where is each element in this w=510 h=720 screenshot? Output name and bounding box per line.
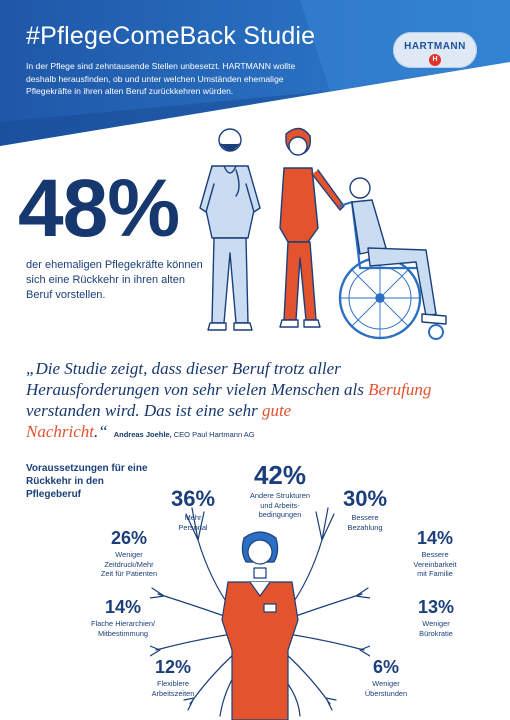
- caregivers-illustration: [199, 127, 447, 340]
- stat-family-compatibility: 14% Bessere Vereinbarkeit mit Familie: [400, 529, 470, 579]
- quote-author: Andreas Joehle, CEO Paul Hartmann AG: [114, 430, 255, 439]
- quote-part2: verstanden wird. Das ist eine sehr: [26, 401, 262, 420]
- stat-more-staff: 36% Mehr Personal: [158, 488, 228, 532]
- quote-highlight-calling: Berufung: [368, 380, 432, 399]
- logo-mark: H: [429, 54, 441, 66]
- multi-armed-nurse-illustration: [150, 507, 370, 720]
- stat-flat-hierarchies: 14% Flache Hierarchien/ Mitbestimmung: [78, 598, 168, 638]
- quote-author-name: Andreas Joehle,: [113, 430, 172, 439]
- female-caregiver-figure: [279, 127, 345, 328]
- stat-label: Weniger Zeitdruck/Mehr Zeit für Patiente…: [100, 550, 158, 578]
- stat-other-structures: 42% Andere Strukturen und Arbeits- bedin…: [225, 462, 335, 520]
- stat-percent: 14%: [416, 528, 454, 548]
- stat-less-overtime: 6% Weniger Überstunden: [354, 658, 418, 698]
- stat-label: Bessere Vereinbarkeit mit Familie: [413, 550, 457, 578]
- stat-less-bureaucracy: 13% Weniger Bürokratie: [404, 598, 468, 638]
- quote-part3: .“: [94, 422, 108, 441]
- stat-label: Mehr Personal: [178, 513, 208, 532]
- requirements-title: Voraussetzungen für eine Rückkehr in den…: [26, 463, 148, 500]
- stat-percent: 26%: [110, 528, 148, 548]
- quote-part1: „Die Studie zeigt, dass dieser Beruf tro…: [26, 359, 369, 399]
- stat-percent: 30%: [342, 486, 388, 511]
- stat-label: Flache Hierarchien/ Mitbestimmung: [90, 619, 156, 638]
- stat-percent: 6%: [372, 657, 399, 677]
- intro-text: In der Pflege sind zehntausende Stellen …: [26, 61, 296, 96]
- stat-label: Bessere Bezahlung: [347, 513, 383, 532]
- stat-flexible-hours: 12% Flexiblere Arbeitszeiten: [138, 658, 208, 698]
- logo-text: HARTMANN: [404, 41, 466, 52]
- quote-highlight-good-news: gute Nachricht: [26, 401, 292, 441]
- stat-percent: 42%: [253, 460, 307, 490]
- headline-percent: 48%: [18, 163, 180, 254]
- ceo-quote: „Die Studie zeigt, dass dieser Beruf tro…: [26, 358, 466, 445]
- headline-description: der ehemaligen Pflegekräfte können sich …: [26, 259, 203, 301]
- stat-label: Flexiblere Arbeitszeiten: [151, 679, 195, 698]
- stat-percent: 14%: [104, 597, 142, 617]
- page-title: #PflegeComeBack Studie: [26, 22, 316, 50]
- stat-label: Andere Strukturen und Arbeits- bedingung…: [250, 491, 310, 519]
- hartmann-logo: HARTMANN H: [393, 32, 477, 68]
- stat-percent: 36%: [170, 486, 216, 511]
- stat-label: Weniger Überstunden: [364, 679, 408, 698]
- male-nurse-figure: [199, 128, 261, 331]
- banner-background: [0, 0, 510, 146]
- stat-percent: 12%: [154, 657, 192, 677]
- stat-percent: 13%: [417, 597, 455, 617]
- quote-author-role: CEO Paul Hartmann AG: [171, 430, 255, 439]
- stat-better-pay: 30% Bessere Bezahlung: [330, 488, 400, 532]
- header-banner: #PflegeComeBack Studie In der Pflege sin…: [0, 0, 510, 160]
- wheelchair-figure: [338, 177, 447, 340]
- stat-less-time-pressure: 26% Weniger Zeitdruck/Mehr Zeit für Pati…: [84, 529, 174, 579]
- stat-label: Weniger Bürokratie: [419, 619, 453, 638]
